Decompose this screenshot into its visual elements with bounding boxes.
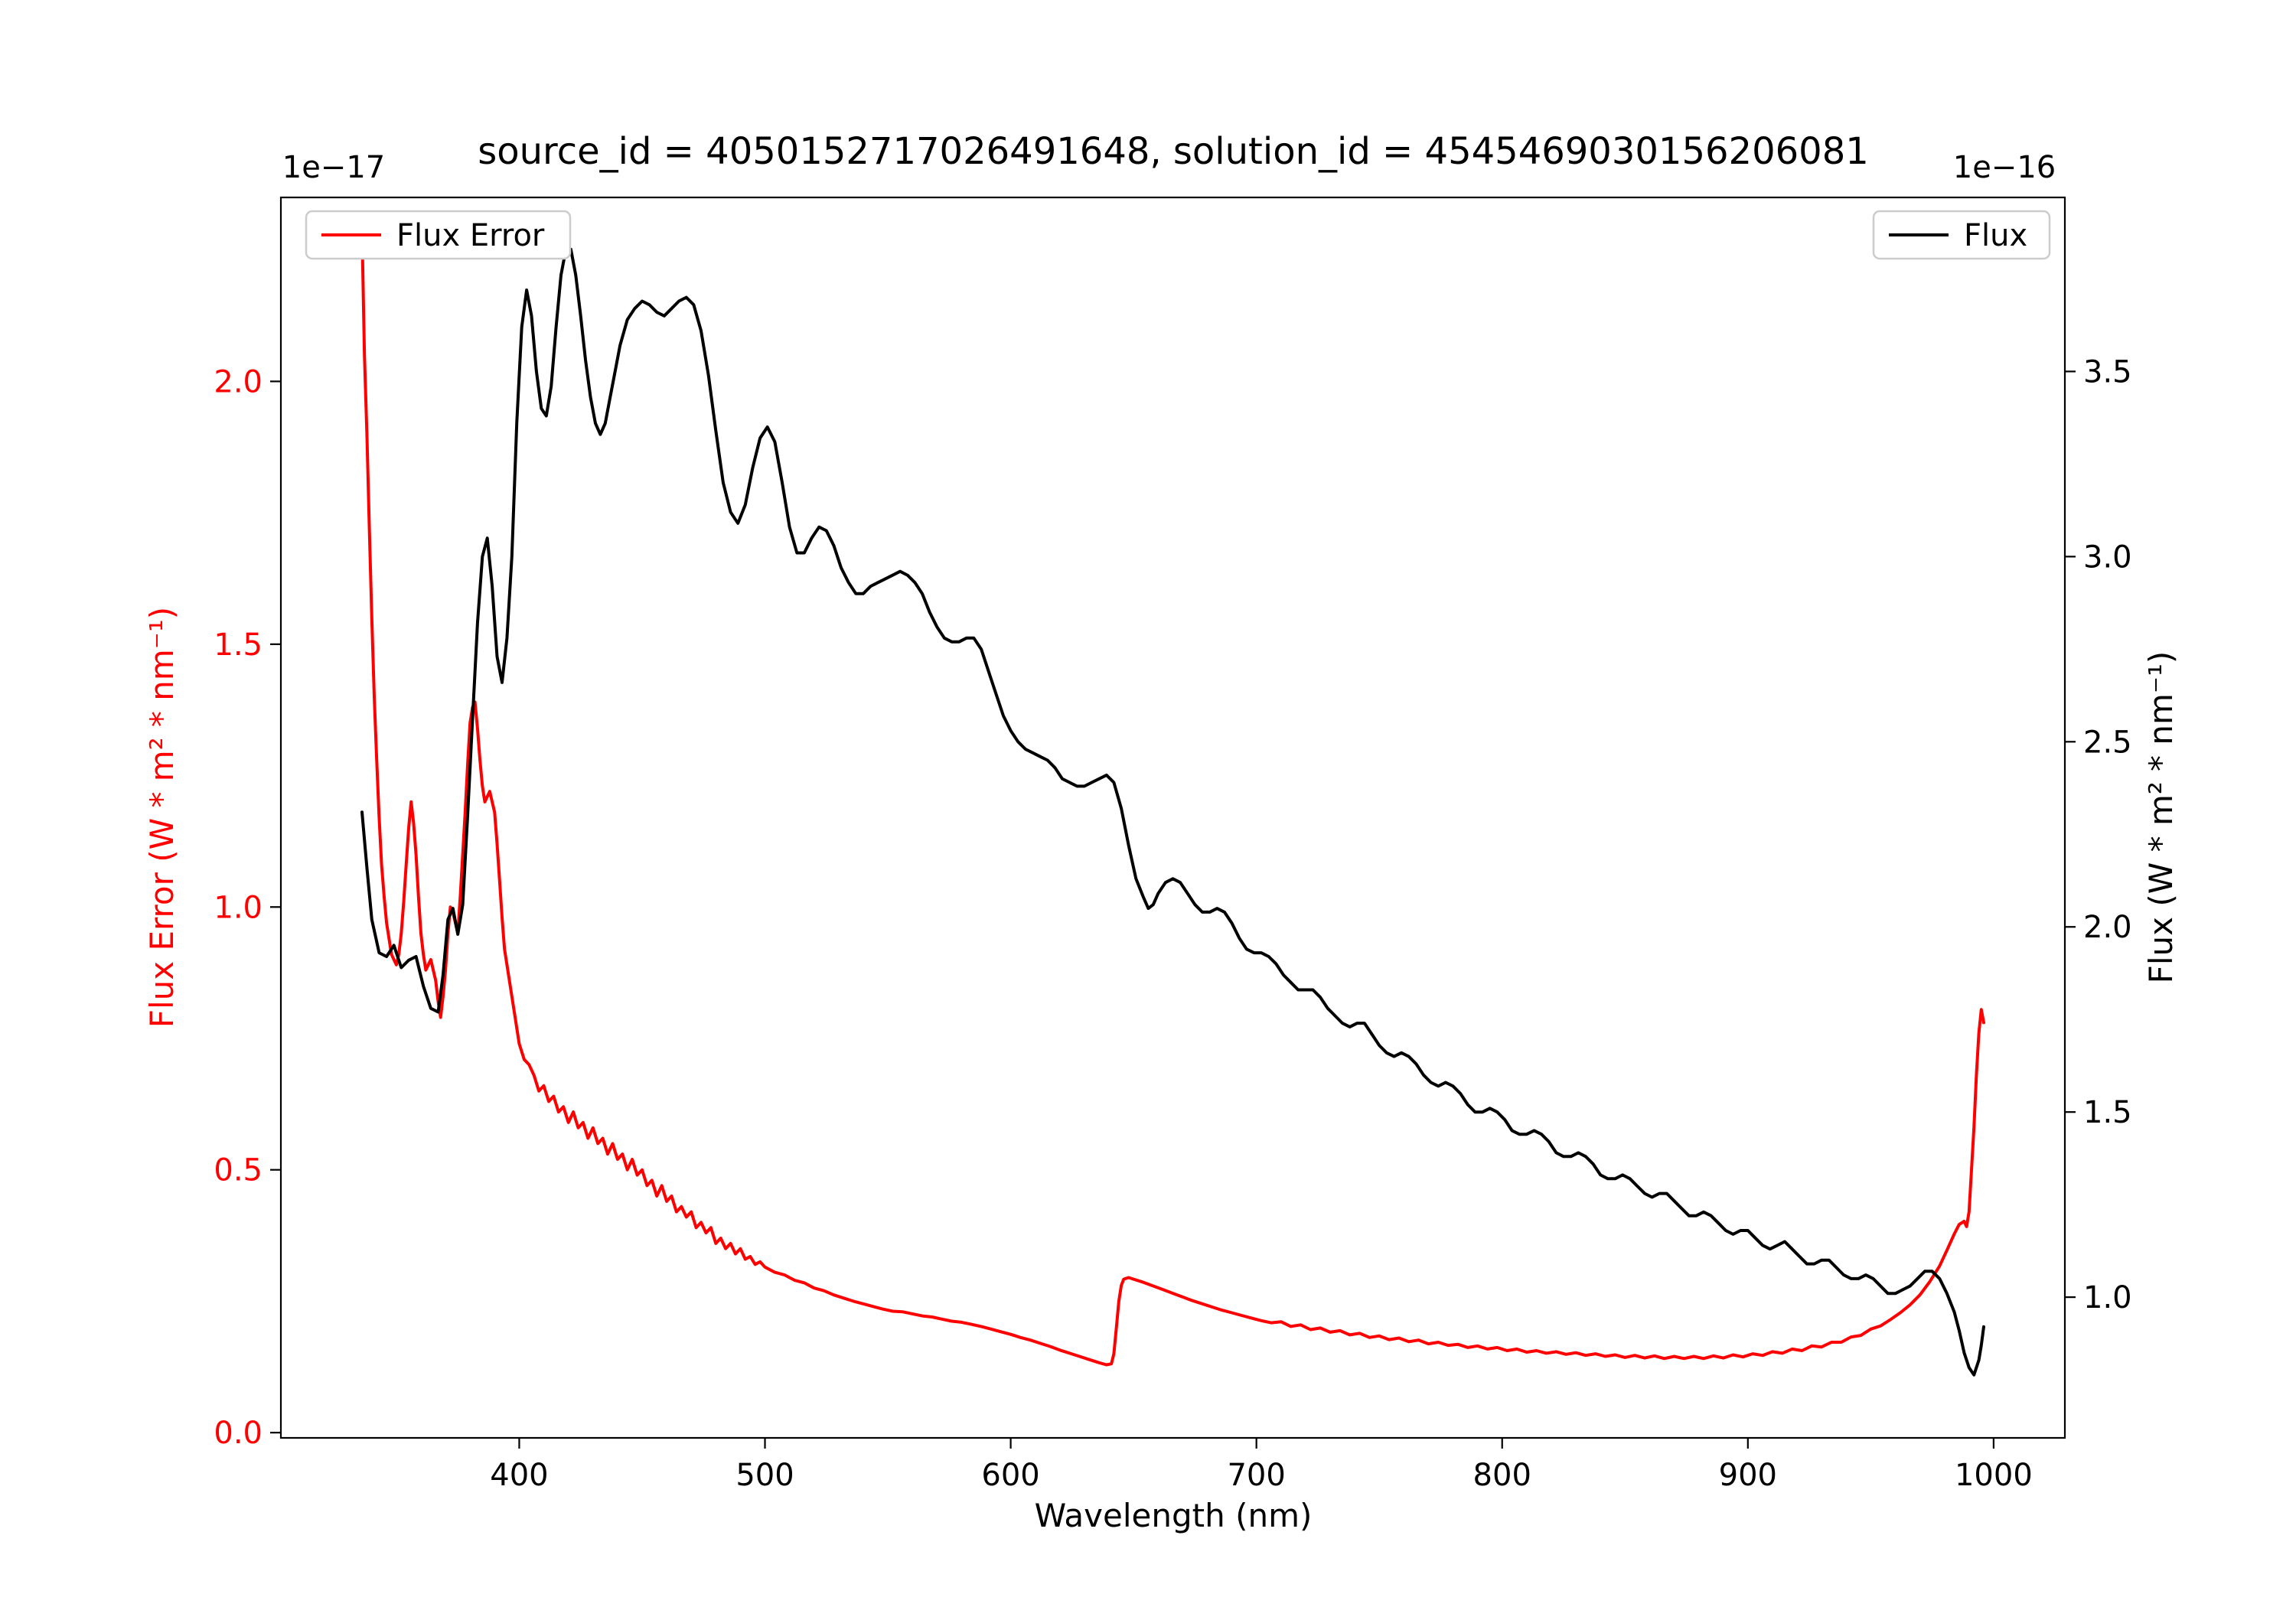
y-tick-label-left: 0.0: [214, 1416, 263, 1451]
y-tick-label-right: 2.5: [2083, 725, 2132, 760]
y-tick-label-right: 1.0: [2083, 1280, 2132, 1315]
y-tick-label-left: 1.0: [214, 890, 263, 925]
x-tick-label: 900: [1719, 1458, 1777, 1493]
y-axis-label-left: Flux Error (W * m² * nm⁻¹): [143, 607, 181, 1028]
offset-text-left: 1e−17: [282, 150, 385, 185]
x-axis-label: Wavelength (nm): [1035, 1497, 1313, 1534]
legend-flux-error-box: [305, 210, 572, 260]
y-tick-label-left: 0.5: [214, 1153, 263, 1188]
x-tick-label: 500: [735, 1458, 794, 1493]
y-axis-label-right: Flux (W * m² * nm⁻¹): [2142, 651, 2180, 984]
legend-flux-error: Flux Error: [305, 210, 572, 260]
y-tick-label-right: 1.5: [2083, 1095, 2132, 1130]
offset-text-right: 1e−16: [1953, 150, 2056, 185]
x-tick-label: 700: [1227, 1458, 1285, 1493]
flux-error-line: [360, 227, 1985, 1367]
flux-line: [360, 247, 1985, 1377]
y-tick-label-right: 2.0: [2083, 910, 2132, 945]
legend-flux-error-label: Flux Error: [396, 218, 545, 253]
plot-frame: [279, 196, 2066, 1439]
legend-flux-label: Flux: [1964, 218, 2027, 253]
y-tick-label-right: 3.5: [2083, 354, 2132, 390]
y-tick-label-left: 2.0: [214, 364, 263, 399]
x-tick-label: 600: [981, 1458, 1039, 1493]
plot-content: 400 500 600 700 800 900 1000 0.0 0.5 1.0 1.5 2.0 1.0…: [214, 227, 2132, 1493]
legend-flux: Flux: [1872, 210, 2051, 260]
chart-title: source_id = 4050152717026491648, solutio…: [478, 130, 1869, 173]
x-tick-label: 400: [490, 1458, 548, 1493]
x-tick-label: 1000: [1955, 1458, 2033, 1493]
legend-flux-box: [1872, 210, 2051, 260]
y-tick-label-left: 1.5: [214, 627, 263, 663]
y-tick-label-right: 3.0: [2083, 539, 2132, 575]
x-tick-label: 800: [1473, 1458, 1531, 1493]
